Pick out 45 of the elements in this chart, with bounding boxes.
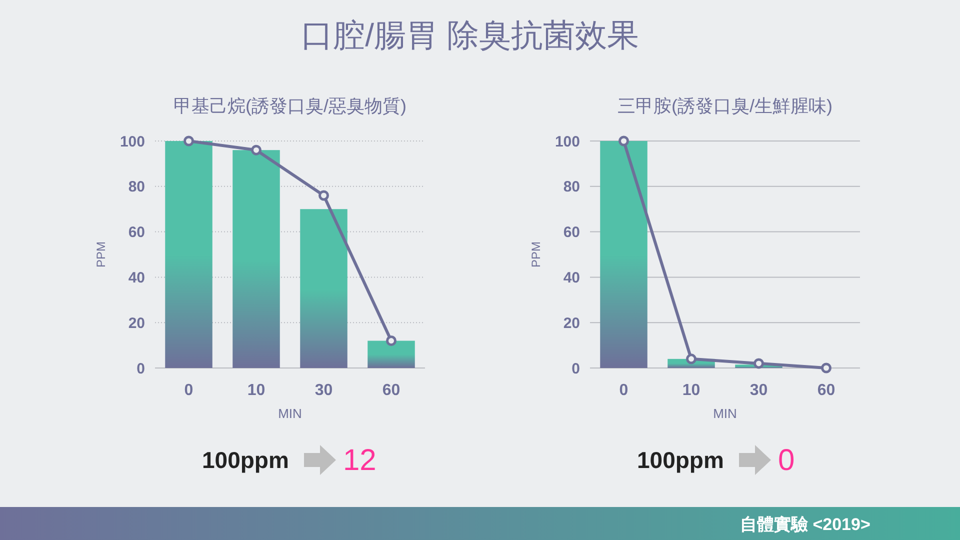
point [251, 144, 262, 156]
y-tick-label: 20 [563, 314, 580, 332]
point [618, 136, 629, 146]
x-tick-label: 60 [817, 382, 836, 399]
point [386, 336, 396, 346]
bar [165, 141, 212, 368]
bar [368, 340, 415, 368]
y-tick-label: 0 [572, 360, 580, 378]
text: 自體實驗 <2019> [740, 515, 870, 534]
y-tick-label: 40 [128, 269, 145, 286]
point [184, 136, 194, 146]
y-tick-label: 60 [128, 224, 145, 242]
text: 100ppm [202, 447, 289, 473]
y-tick-label: 60 [563, 224, 580, 242]
bar [600, 141, 648, 368]
y-tick-label: 80 [563, 178, 580, 196]
x-tick-label: 30 [314, 382, 333, 399]
x-tick-label: 10 [247, 382, 266, 399]
x-tick-label: 0 [619, 382, 628, 399]
x-tick-label: 30 [750, 382, 768, 399]
x-tick-label: 0 [184, 382, 194, 399]
point [754, 358, 764, 369]
bar [232, 150, 280, 368]
chart-subtitle: 三甲胺(誘發口臭/生鮮腥味) [618, 96, 832, 116]
chart-subtitle: 甲基己烷(誘發口臭/惡臭物質) [174, 96, 406, 116]
y-tick-label: 100 [554, 133, 580, 150]
bar [300, 209, 348, 368]
text: 12 [343, 444, 376, 477]
x-tick-label: 10 [682, 382, 700, 399]
chart-title: 口腔/腸胃 除臭抗菌效果 [301, 17, 639, 53]
y-tick-label: 0 [136, 360, 145, 378]
y-tick-label: 100 [120, 133, 145, 150]
x-axis-title: MIN [278, 406, 302, 421]
y-tick-label: 20 [128, 314, 145, 332]
text: 100ppm [637, 447, 724, 473]
y-tick-label: 80 [128, 178, 145, 196]
x-tick-label: 60 [382, 382, 400, 399]
point [821, 362, 832, 374]
point [318, 190, 329, 201]
y-axis-title: PPM [529, 241, 543, 268]
y-tick-label: 40 [563, 269, 580, 286]
point [686, 354, 696, 364]
x-axis-title: MIN [713, 406, 737, 421]
text: 0 [778, 444, 795, 477]
y-axis-title: PPM [94, 241, 108, 268]
